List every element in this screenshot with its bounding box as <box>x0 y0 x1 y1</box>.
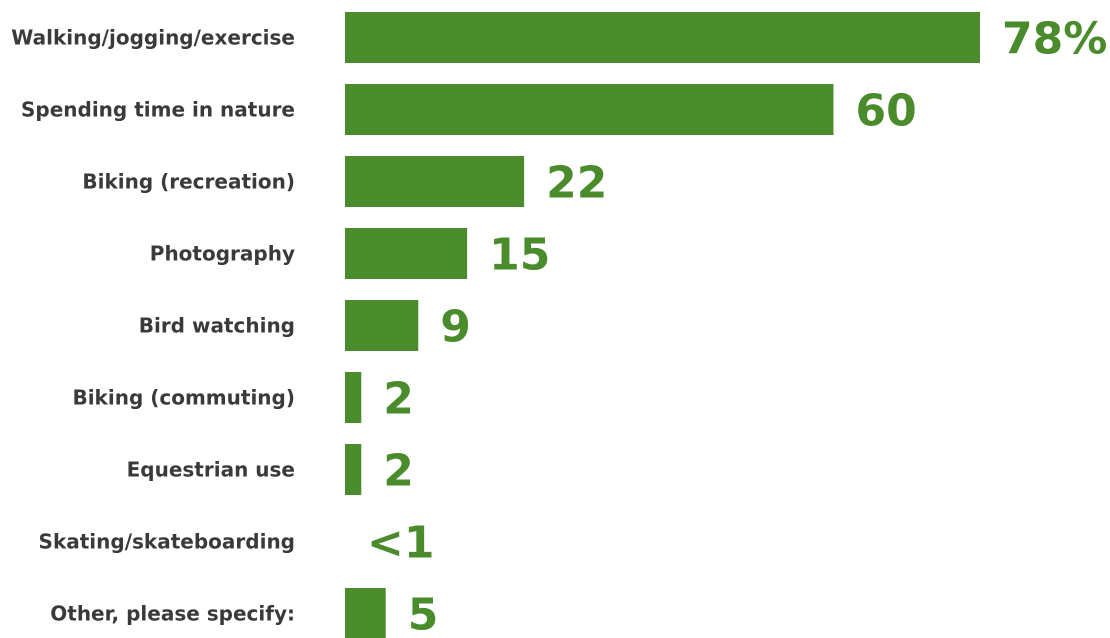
data-label: 2 <box>383 446 414 497</box>
data-label: 9 <box>440 302 471 353</box>
category-label: Biking (commuting) <box>72 386 295 410</box>
data-label: 78% <box>1002 14 1107 65</box>
category-label: Photography <box>150 242 295 266</box>
category-label: Biking (recreation) <box>82 170 295 194</box>
bar <box>345 372 362 423</box>
category-label: Equestrian use <box>127 458 295 482</box>
bar <box>345 12 980 63</box>
bar <box>345 156 525 207</box>
bar <box>345 300 419 351</box>
data-label: 22 <box>546 158 607 209</box>
bar <box>345 228 468 279</box>
category-labels: Walking/jogging/exercise Spending time in… <box>11 26 295 626</box>
bar <box>345 588 386 638</box>
data-label: 15 <box>489 230 550 281</box>
category-label: Bird watching <box>139 314 295 338</box>
data-label: 60 <box>855 86 916 137</box>
data-label: 5 <box>408 590 439 638</box>
category-label: Skating/skateboarding <box>39 530 295 554</box>
category-label: Walking/jogging/exercise <box>11 26 295 50</box>
data-label: <1 <box>367 518 434 569</box>
bar <box>345 444 362 495</box>
category-label: Spending time in nature <box>21 98 295 122</box>
category-label: Other, please specify: <box>50 602 295 626</box>
data-label: 2 <box>383 374 414 425</box>
bars <box>345 12 980 638</box>
bar <box>345 84 834 135</box>
